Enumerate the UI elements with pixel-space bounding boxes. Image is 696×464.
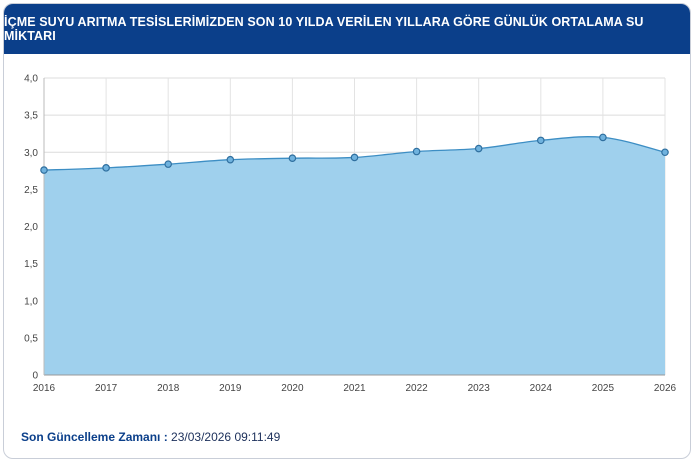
last-updated: Son Güncelleme Zamanı : 23/03/2026 09:11… [21,430,280,444]
data-point [164,160,173,168]
y-tick-label: 0 [32,371,38,382]
x-tick-label: 2016 [33,383,56,394]
data-point [661,148,669,157]
data-point [102,164,110,172]
x-tick-label: 2020 [281,383,304,394]
x-tick-label: 2023 [468,383,491,394]
data-point [226,155,235,164]
x-tick-label: 2025 [592,383,615,394]
last-updated-value: 23/03/2026 09:11:49 [171,430,281,444]
x-tick-label: 2017 [95,383,118,394]
y-tick-label: 2,5 [24,185,38,196]
series-area [44,136,665,375]
chart-area: 0 0,5 1,0 1,5 2,0 2,5 3,0 3,5 4,0 2016 2017 2018 201… [4,54,690,404]
x-tick-label: 2022 [405,383,428,394]
y-tick-label: 4,0 [24,74,38,85]
x-tick-label: 2024 [530,383,553,394]
y-tick-label: 1,5 [24,259,38,270]
data-point [288,154,297,162]
y-tick-label: 1,0 [24,296,38,307]
chart-title: İÇME SUYU ARITMA TESİSLERİMİZDEN SON 10 … [4,4,690,54]
x-tick-label: 2026 [654,383,677,394]
data-point [40,166,48,174]
data-point [412,147,421,156]
x-tick-label: 2021 [343,383,366,394]
x-tick-label: 2018 [157,383,180,394]
data-point [350,153,359,162]
x-tick-label: 2019 [219,383,242,394]
data-point [474,144,483,153]
y-tick-label: 0,5 [24,333,38,344]
y-tick-label: 3,5 [24,111,38,122]
data-point [536,136,545,145]
area-chart: 0 0,5 1,0 1,5 2,0 2,5 3,0 3,5 4,0 2016 2017 2018 201… [24,74,677,395]
y-tick-label: 3,0 [24,148,38,159]
last-updated-label: Son Güncelleme Zamanı : [21,430,168,444]
data-point [599,133,607,142]
chart-card: İÇME SUYU ARITMA TESİSLERİMİZDEN SON 10 … [3,3,691,459]
y-tick-label: 2,0 [24,222,38,233]
